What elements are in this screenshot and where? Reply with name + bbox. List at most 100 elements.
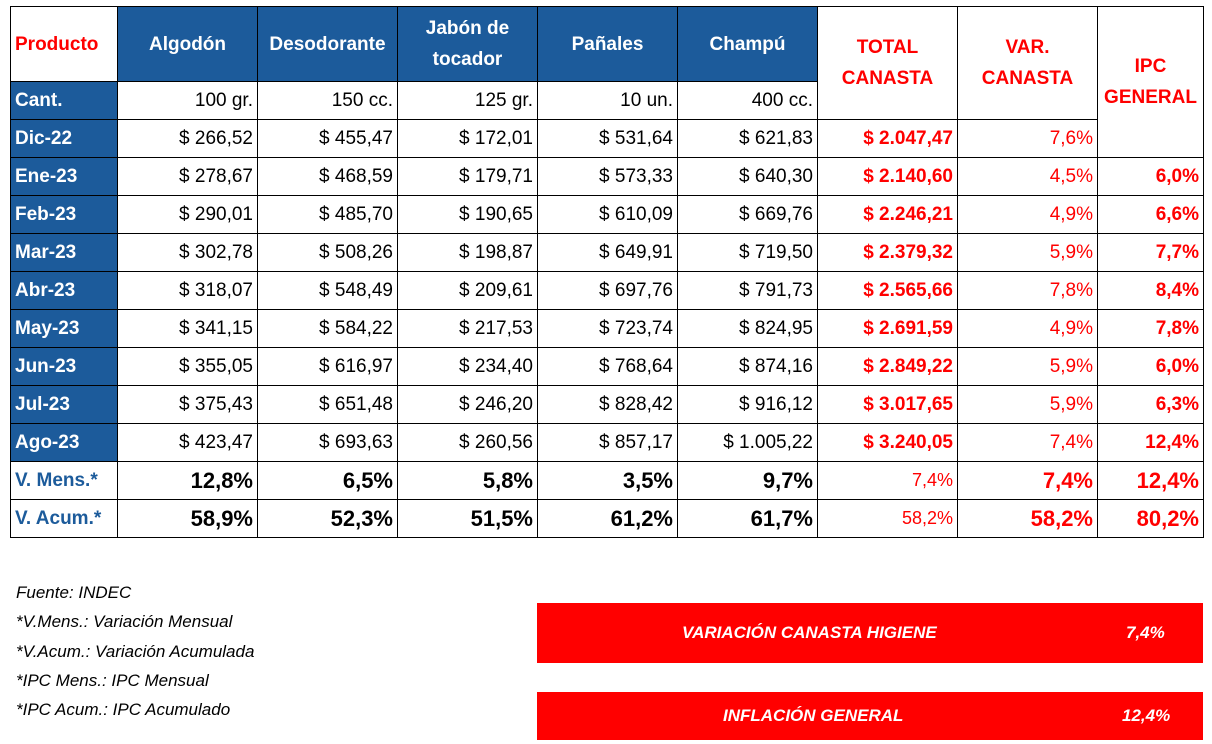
header-cell: Algodón (117, 6, 258, 82)
table-row: Ene-23 $ 278,67 $ 468,59 $ 179,71 $ 573,33 $ … (10, 157, 1204, 196)
header-cell: Producto (10, 6, 118, 82)
total-cell: $ 2.849,22 (817, 347, 958, 386)
row-label: V. Mens.* (10, 461, 118, 500)
price-cell: $ 610,09 (537, 195, 678, 234)
price-cell: $ 209,61 (397, 271, 538, 310)
price-cell: $ 697,76 (537, 271, 678, 310)
box-label: INFLACIÓN GENERAL (723, 706, 904, 725)
table-row: Ago-23 $ 423,47 $ 693,63 $ 260,56 $ 857,17 $ … (10, 423, 1204, 462)
row-label: V. Acum.* (10, 499, 118, 538)
price-cell: $ 302,78 (117, 233, 258, 272)
price-cell: $ 723,74 (537, 309, 678, 348)
row-label: Dic-22 (10, 119, 118, 158)
price-cell: $ 874,16 (677, 347, 818, 386)
table-row: Mar-23 $ 302,78 $ 508,26 $ 198,87 $ 649,91 $ … (10, 233, 1204, 272)
table-row: Jun-23 $ 355,05 $ 616,97 $ 234,40 $ 768,64 $ … (10, 347, 1204, 386)
table-row: Dic-22 $ 266,52 $ 455,47 $ 172,01 $ 531,64 $ … (10, 119, 1204, 158)
price-cell: $ 616,97 (257, 347, 398, 386)
price-cell: $ 355,05 (117, 347, 258, 386)
price-cell: $ 531,64 (537, 119, 678, 158)
var-cell: 7,4% (957, 461, 1098, 500)
ipc-cell: 6,6% (1097, 195, 1204, 234)
price-cell: $ 172,01 (397, 119, 538, 158)
header-cell: Champú (677, 6, 818, 82)
quantity-cell: 10 un. (537, 81, 678, 120)
price-cell: $ 1.005,22 (677, 423, 818, 462)
price-cell: $ 548,49 (257, 271, 398, 310)
note: *V.Acum.: Variación Acumulada (16, 641, 255, 661)
var-cell: 4,9% (957, 309, 1098, 348)
price-cell: $ 649,91 (537, 233, 678, 272)
summary-cell: 9,7% (677, 461, 818, 500)
total-cell: $ 2.379,32 (817, 233, 958, 272)
total-cell: $ 2.565,66 (817, 271, 958, 310)
price-cell: $ 290,01 (117, 195, 258, 234)
price-cell: $ 179,71 (397, 157, 538, 196)
price-cell: $ 824,95 (677, 309, 818, 348)
table-row: Producto Algodón Desodorante Jabón de tocad… (10, 6, 1204, 158)
note: *IPC Mens.: IPC Mensual (16, 670, 209, 690)
quantity-cell: 400 cc. (677, 81, 818, 120)
price-cell: $ 693,63 (257, 423, 398, 462)
var-cell: 5,9% (957, 347, 1098, 386)
summary-cell: 58,9% (117, 499, 258, 538)
price-cell: $ 341,15 (117, 309, 258, 348)
price-cell: $ 468,59 (257, 157, 398, 196)
price-cell: $ 669,76 (677, 195, 818, 234)
var-cell: 4,5% (957, 157, 1098, 196)
price-cell: $ 719,50 (677, 233, 818, 272)
summary-cell: 12,8% (117, 461, 258, 500)
quantity-cell: 150 cc. (257, 81, 398, 120)
box-value: 7,4% (1126, 623, 1165, 642)
row-label: Mar-23 (10, 233, 118, 272)
price-cell: $ 621,83 (677, 119, 818, 158)
var-cell: 7,8% (957, 271, 1098, 310)
quantity-cell: 125 gr. (397, 81, 538, 120)
price-cell: $ 916,12 (677, 385, 818, 424)
summary-cell: 61,2% (537, 499, 678, 538)
row-label: Jul-23 (10, 385, 118, 424)
table-row: Cant. 100 gr. 150 cc. 125 gr. 10 un. 400 cc. (10, 81, 1204, 120)
price-table: Producto Algodón Desodorante Jabón de tocad… (10, 6, 1204, 538)
price-cell: $ 640,30 (677, 157, 818, 196)
ipc-cell: 80,2% (1097, 499, 1204, 538)
row-label: Jun-23 (10, 347, 118, 386)
total-cell: $ 2.246,21 (817, 195, 958, 234)
price-cell: $ 584,22 (257, 309, 398, 348)
price-cell: $ 260,56 (397, 423, 538, 462)
price-cell: $ 278,67 (117, 157, 258, 196)
summary-cell: 51,5% (397, 499, 538, 538)
summary-cell: 52,3% (257, 499, 398, 538)
price-cell: $ 828,42 (537, 385, 678, 424)
var-cell: 7,6% (957, 119, 1098, 158)
table-row: Abr-23 $ 318,07 $ 548,49 $ 209,61 $ 697,76 $ … (10, 271, 1204, 310)
ipc-cell: 6,0% (1097, 157, 1204, 196)
notes: Fuente: INDEC *V.Mens.: Variación Mensual… (16, 578, 254, 724)
price-cell: $ 246,20 (397, 385, 538, 424)
price-cell: $ 573,33 (537, 157, 678, 196)
table-row: V. Acum.* 58,9% 52,3% 51,5% 61,2% 61,7% 58,2% 5… (10, 499, 1204, 538)
price-cell: $ 791,73 (677, 271, 818, 310)
price-cell: $ 198,87 (397, 233, 538, 272)
var-cell: 4,9% (957, 195, 1098, 234)
header-cell: Pañales (537, 6, 678, 82)
total-cell: $ 3.017,65 (817, 385, 958, 424)
ipc-cell: 6,3% (1097, 385, 1204, 424)
total-cell: $ 2.047,47 (817, 119, 958, 158)
summary-cell: 6,5% (257, 461, 398, 500)
total-cell: 7,4% (817, 461, 958, 500)
header-cell: VAR. CANASTA (957, 6, 1098, 120)
ipc-cell: 7,7% (1097, 233, 1204, 272)
table-row: V. Mens.* 12,8% 6,5% 5,8% 3,5% 9,7% 7,4% 7,4% 12… (10, 461, 1204, 500)
summary-box: VARIACIÓN CANASTA HIGIENE 7,4% (537, 603, 1203, 663)
row-label: Abr-23 (10, 271, 118, 310)
summary-box: INFLACIÓN GENERAL 12,4% (537, 692, 1203, 740)
var-cell: 5,9% (957, 385, 1098, 424)
summary-cell: 5,8% (397, 461, 538, 500)
price-cell: $ 651,48 (257, 385, 398, 424)
row-label: Feb-23 (10, 195, 118, 234)
header-cell: Desodorante (257, 6, 398, 82)
row-label: Cant. (10, 81, 118, 120)
price-cell: $ 423,47 (117, 423, 258, 462)
